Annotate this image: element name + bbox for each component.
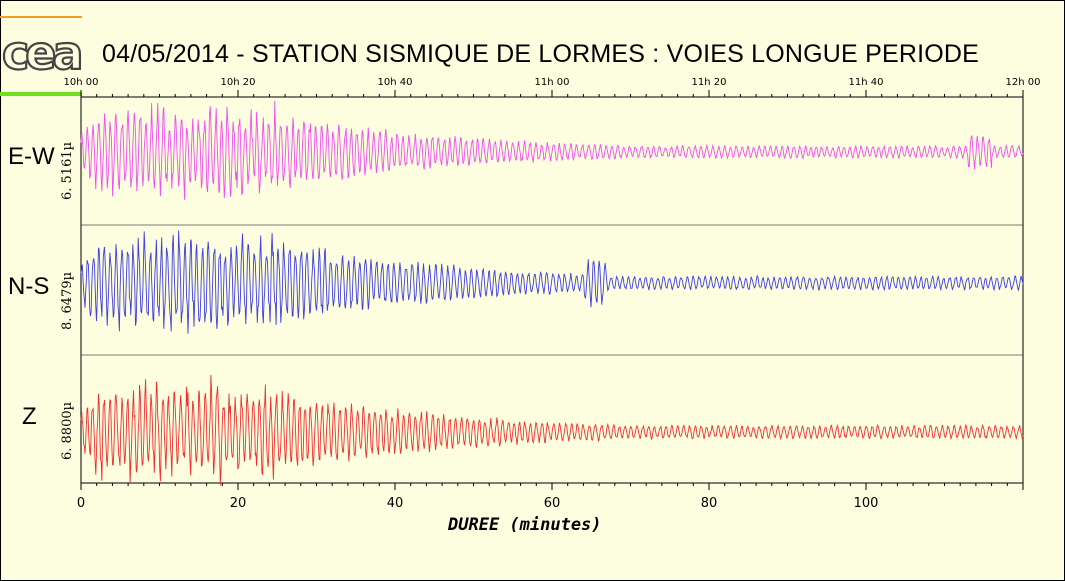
x-tick-label-bottom: 20 bbox=[230, 496, 247, 511]
amplitude-label-ew: 6. 5161µ bbox=[60, 141, 75, 200]
amplitude-label-z: 6. 8800µ bbox=[60, 401, 75, 460]
x-tick-label-top: 11h 40 bbox=[849, 77, 884, 88]
channel-label-ns: N-S bbox=[8, 273, 50, 300]
x-tick-label-top: 12h 00 bbox=[1006, 77, 1041, 88]
x-tick-label-bottom: 60 bbox=[544, 496, 561, 511]
x-tick-label-top: 10h 40 bbox=[378, 77, 413, 88]
channel-label-ew: E-W bbox=[8, 143, 55, 170]
x-tick-label-bottom: 40 bbox=[387, 496, 404, 511]
x-tick-label-bottom: 80 bbox=[701, 496, 718, 511]
logo-text: cea bbox=[2, 26, 80, 80]
x-axis-label: DUREE (minutes) bbox=[448, 515, 602, 535]
page-title: 04/05/2014 - STATION SISMIQUE DE LORMES … bbox=[102, 40, 979, 68]
x-tick-label-bottom: 0 bbox=[77, 496, 85, 511]
x-tick-label-top: 11h 20 bbox=[692, 77, 727, 88]
channel-label-z: Z bbox=[22, 403, 37, 430]
trace-z bbox=[80, 374, 1024, 486]
x-tick-label-top: 10h 00 bbox=[64, 77, 99, 88]
x-tick-label-top: 10h 20 bbox=[221, 77, 256, 88]
cea-logo: cea bbox=[0, 14, 86, 98]
x-tick-label-top: 11h 00 bbox=[535, 77, 570, 88]
trace-ew bbox=[80, 100, 1024, 200]
amplitude-label-ns: 8. 6479µ bbox=[60, 271, 75, 330]
trace-ns bbox=[80, 230, 1024, 334]
x-tick-label-bottom: 100 bbox=[854, 496, 879, 511]
